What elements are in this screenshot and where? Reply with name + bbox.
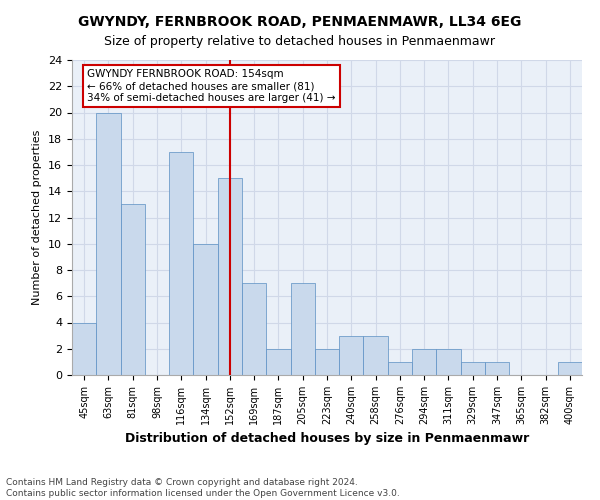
Bar [315,349,339,375]
Bar [388,362,412,375]
Bar [364,336,388,375]
Bar [169,152,193,375]
X-axis label: Distribution of detached houses by size in Penmaenmawr: Distribution of detached houses by size … [125,432,529,446]
Text: GWYNDY, FERNBROOK ROAD, PENMAENMAWR, LL34 6EG: GWYNDY, FERNBROOK ROAD, PENMAENMAWR, LL3… [79,15,521,29]
Bar [121,204,145,375]
Bar [558,362,582,375]
Bar [412,349,436,375]
Bar [436,349,461,375]
Bar [96,112,121,375]
Text: Size of property relative to detached houses in Penmaenmawr: Size of property relative to detached ho… [104,35,496,48]
Bar [193,244,218,375]
Bar [485,362,509,375]
Bar [461,362,485,375]
Text: Contains HM Land Registry data © Crown copyright and database right 2024.
Contai: Contains HM Land Registry data © Crown c… [6,478,400,498]
Bar [266,349,290,375]
Text: GWYNDY FERNBROOK ROAD: 154sqm
← 66% of detached houses are smaller (81)
34% of s: GWYNDY FERNBROOK ROAD: 154sqm ← 66% of d… [88,70,336,102]
Bar [290,283,315,375]
Bar [72,322,96,375]
Bar [242,283,266,375]
Bar [339,336,364,375]
Bar [218,178,242,375]
Y-axis label: Number of detached properties: Number of detached properties [32,130,43,305]
